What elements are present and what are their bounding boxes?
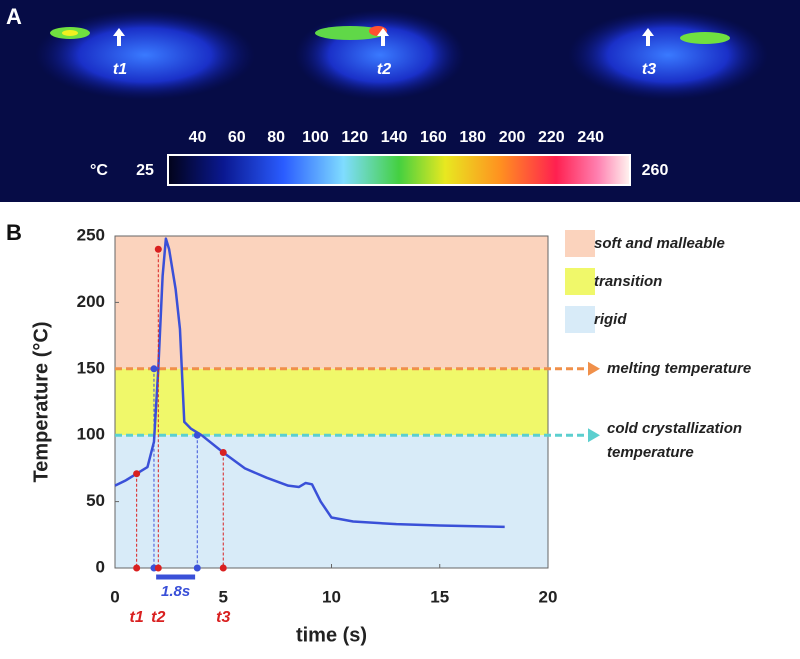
time-label: t3 — [642, 61, 656, 78]
panel-label: A — [6, 4, 22, 29]
colorbar-unit: °C — [90, 162, 108, 179]
y-tick-label: 150 — [77, 358, 105, 377]
threshold-label: cold crystallization — [607, 420, 742, 437]
axis-point — [154, 564, 162, 572]
time-label: t1 — [130, 609, 144, 626]
time-label: t1 — [113, 61, 127, 78]
y-tick-label: 100 — [77, 425, 105, 444]
threshold-label: temperature — [607, 444, 694, 461]
x-tick-label: 20 — [539, 587, 558, 606]
colorbar-tick: 60 — [228, 129, 246, 146]
legend-swatch — [565, 268, 595, 295]
x-tick-label: 15 — [430, 587, 449, 606]
panel-label: B — [6, 220, 22, 245]
region — [115, 368, 548, 436]
legend-label: transition — [594, 273, 662, 290]
x-tick-label: 5 — [219, 587, 228, 606]
colorbar-tick: 180 — [459, 129, 486, 146]
colorbar-tick: 140 — [381, 129, 408, 146]
x-tick-label: 0 — [110, 587, 119, 606]
threshold-arrow — [588, 361, 600, 376]
time-label: t2 — [151, 609, 165, 626]
axis-point — [219, 564, 227, 572]
region — [115, 236, 548, 369]
axis-point — [193, 564, 201, 572]
point — [193, 431, 201, 439]
point — [219, 448, 227, 456]
region — [115, 435, 548, 568]
y-tick-label: 200 — [77, 292, 105, 311]
threshold-arrow — [588, 428, 600, 443]
y-tick-label: 50 — [86, 491, 105, 510]
colorbar-max: 260 — [642, 162, 669, 179]
y-axis-label: Temperature (°C) — [30, 322, 52, 483]
thermal-blobs — [35, 10, 768, 100]
x-axis-label: time (s) — [296, 624, 367, 646]
time-label: t2 — [377, 61, 391, 78]
colorbar-tick: 40 — [189, 129, 207, 146]
colorbar-tick: 120 — [341, 129, 368, 146]
colorbar-tick: 160 — [420, 129, 447, 146]
interval-label: 1.8s — [161, 583, 190, 600]
legend-label: rigid — [594, 311, 627, 328]
colorbar-tick: 100 — [302, 129, 329, 146]
line — [114, 237, 505, 529]
colorbar-tick: 240 — [577, 129, 604, 146]
legend-label: soft and malleable — [594, 235, 725, 252]
y-tick-label: 250 — [77, 225, 105, 244]
time-label: t3 — [216, 609, 230, 626]
legend-swatch — [565, 306, 595, 333]
point — [150, 365, 158, 373]
colorbar-tick: 220 — [538, 129, 565, 146]
axis-point — [133, 564, 141, 572]
colorbar-tick: 200 — [499, 129, 526, 146]
colorbar — [167, 154, 631, 186]
point — [154, 245, 162, 253]
threshold-label: melting temperature — [607, 360, 751, 377]
x-tick-label: 10 — [322, 587, 341, 606]
colorbar-tick: 80 — [267, 129, 285, 146]
y-tick-label: 0 — [96, 557, 105, 576]
legend-swatch — [565, 230, 595, 257]
point — [133, 470, 141, 478]
colorbar-min: 25 — [136, 162, 154, 179]
